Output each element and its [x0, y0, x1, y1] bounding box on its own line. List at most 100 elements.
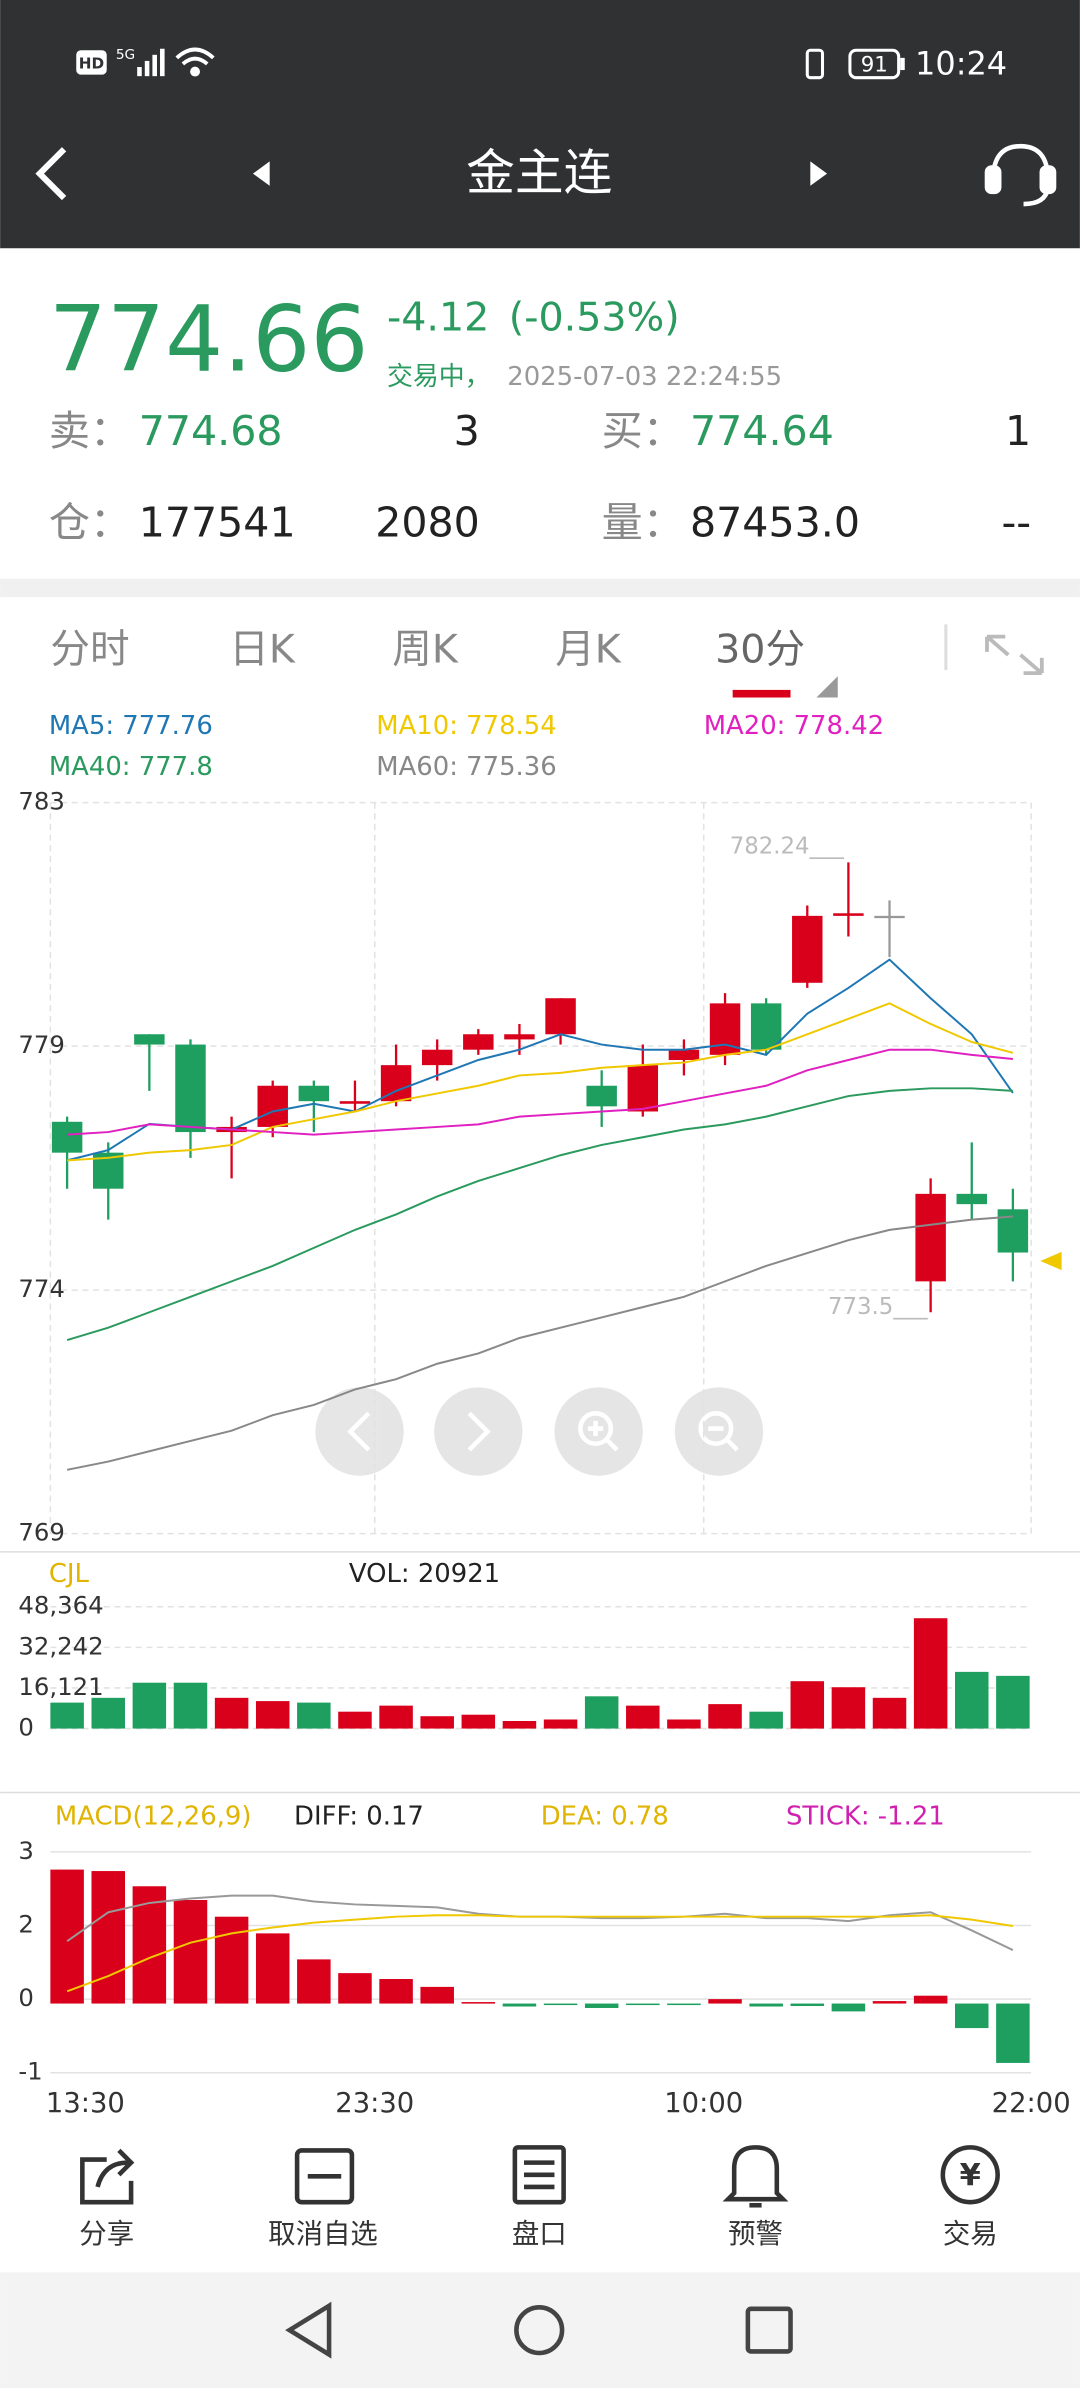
nav-back[interactable] [285, 2301, 332, 2359]
candle-body [915, 1193, 946, 1282]
y-tick-label: 48,364 [18, 1591, 103, 1620]
top-bar [0, 0, 1080, 249]
macd-bar [173, 1900, 208, 2004]
hd-text: HD [79, 54, 104, 72]
last-price: 774.66 [49, 286, 369, 393]
toolbar-label[interactable]: 预警 [728, 2219, 783, 2250]
battery-icon [848, 48, 901, 80]
price-change: -4.12 [387, 294, 489, 340]
next-contract[interactable] [810, 161, 828, 186]
macd-bar [502, 2003, 537, 2007]
legend-entry: MA5: 777.76 [49, 711, 213, 741]
period-tab[interactable]: 日K [229, 626, 296, 672]
candle-body [421, 1049, 453, 1066]
volume-bar [91, 1697, 125, 1729]
sell-price: 774.68 [139, 407, 283, 455]
zoom-in[interactable] [554, 1387, 643, 1476]
back-button[interactable] [35, 147, 67, 201]
oi-label: 仓： [49, 498, 131, 546]
macd-bar [955, 2003, 989, 2029]
volume-bar [461, 1714, 496, 1729]
macd-bar [214, 1916, 249, 2004]
timestamp: 2025-07-03 22:24:55 [507, 362, 782, 392]
candle-body [997, 1209, 1029, 1253]
y-tick-label: 783 [18, 787, 64, 816]
panel-label: MACD(12,26,9) [55, 1801, 252, 1831]
legend-entry: MA10: 778.54 [376, 711, 556, 741]
scroll-right[interactable] [434, 1387, 523, 1476]
nav-home[interactable] [514, 2304, 565, 2356]
x-tick-label: 22:00 [992, 2088, 1071, 2119]
candle-body [956, 1193, 987, 1205]
buy-qty: 1 [1005, 407, 1031, 455]
legend-entry: MA40: 777.8 [49, 752, 213, 782]
zoom-out[interactable] [674, 1387, 764, 1476]
stick-legend: STICK: -1.21 [786, 1801, 945, 1831]
candle-body [627, 1065, 659, 1112]
period-dropdown[interactable] [816, 676, 838, 698]
ma-line [66, 958, 1014, 1162]
period-tab[interactable]: 周K [392, 626, 459, 672]
ma-line [67, 1002, 1014, 1162]
volume-bar [50, 1702, 84, 1729]
toolbar-label[interactable]: 交易 [943, 2219, 998, 2250]
candle-body [463, 1034, 494, 1050]
y-tick-label: 0 [18, 1713, 34, 1742]
y-tick-label: 32,242 [18, 1631, 103, 1660]
candle-body [175, 1044, 206, 1133]
macd-bar [255, 1933, 290, 2004]
y-tick-label: -1 [18, 2057, 42, 2086]
trade-icon-glyph: ¥ [960, 2158, 981, 2193]
network-text: 5G [116, 47, 135, 63]
toolbar-label[interactable]: 取消自选 [268, 2219, 378, 2250]
hd-badge [76, 50, 107, 75]
macd-bar [420, 1986, 454, 2004]
ma-line [66, 1087, 1013, 1342]
tab-underline [732, 689, 791, 698]
service-icon[interactable] [984, 143, 1057, 207]
toolbar-label[interactable]: 盘口 [512, 2219, 567, 2250]
volume-bar [584, 1696, 619, 1729]
volume-bar [872, 1697, 907, 1729]
candle-body [257, 1085, 288, 1127]
panel-label: CJL [49, 1559, 90, 1589]
volume-bar [420, 1716, 454, 1729]
volume-bar [955, 1671, 989, 1729]
fullscreen-button[interactable] [985, 634, 1044, 676]
volume: 87453.0 [690, 498, 860, 546]
battery-tip [900, 57, 905, 71]
toolbar-icons [80, 2145, 1000, 2208]
chart-nav-glyphs [347, 1411, 739, 1452]
trade-status: 交易中， [387, 362, 491, 392]
candle-body [586, 1085, 617, 1107]
candle-body [134, 1034, 165, 1045]
buy-price: 774.64 [690, 407, 834, 455]
last-price-marker [1040, 1251, 1062, 1271]
prev-contract[interactable] [252, 161, 270, 186]
scroll-left[interactable] [315, 1387, 404, 1476]
oi-change: 2080 [375, 498, 480, 546]
price-change-pct: (-0.53%) [509, 294, 680, 340]
nav-recent[interactable] [745, 2306, 793, 2354]
battery-level: 91 [861, 52, 888, 77]
diff-line [66, 1894, 1014, 1951]
x-tick-label: 10:00 [664, 2088, 743, 2119]
macd-bar [708, 1999, 742, 2004]
vol-extra: -- [1001, 498, 1031, 546]
toolbar-label[interactable]: 分享 [79, 2219, 134, 2250]
period-tab[interactable]: 月K [555, 626, 622, 672]
high-annotation: 782.24___ [730, 834, 845, 860]
diff-legend: DIFF: 0.17 [294, 1801, 424, 1831]
vol-label: 量： [602, 498, 684, 546]
candle-body [874, 915, 905, 919]
period-tab[interactable]: 30分 [715, 626, 805, 672]
dea-legend: DEA: 0.78 [541, 1801, 669, 1831]
volume-bar [831, 1687, 866, 1729]
buy-label: 买： [602, 407, 684, 455]
period-tab[interactable]: 分时 [50, 626, 129, 672]
ma-line [66, 1215, 1013, 1471]
y-tick-label: 3 [18, 1836, 34, 1865]
volume-bar [667, 1719, 701, 1729]
volume-bar [255, 1701, 290, 1729]
volume-bar [214, 1697, 249, 1729]
